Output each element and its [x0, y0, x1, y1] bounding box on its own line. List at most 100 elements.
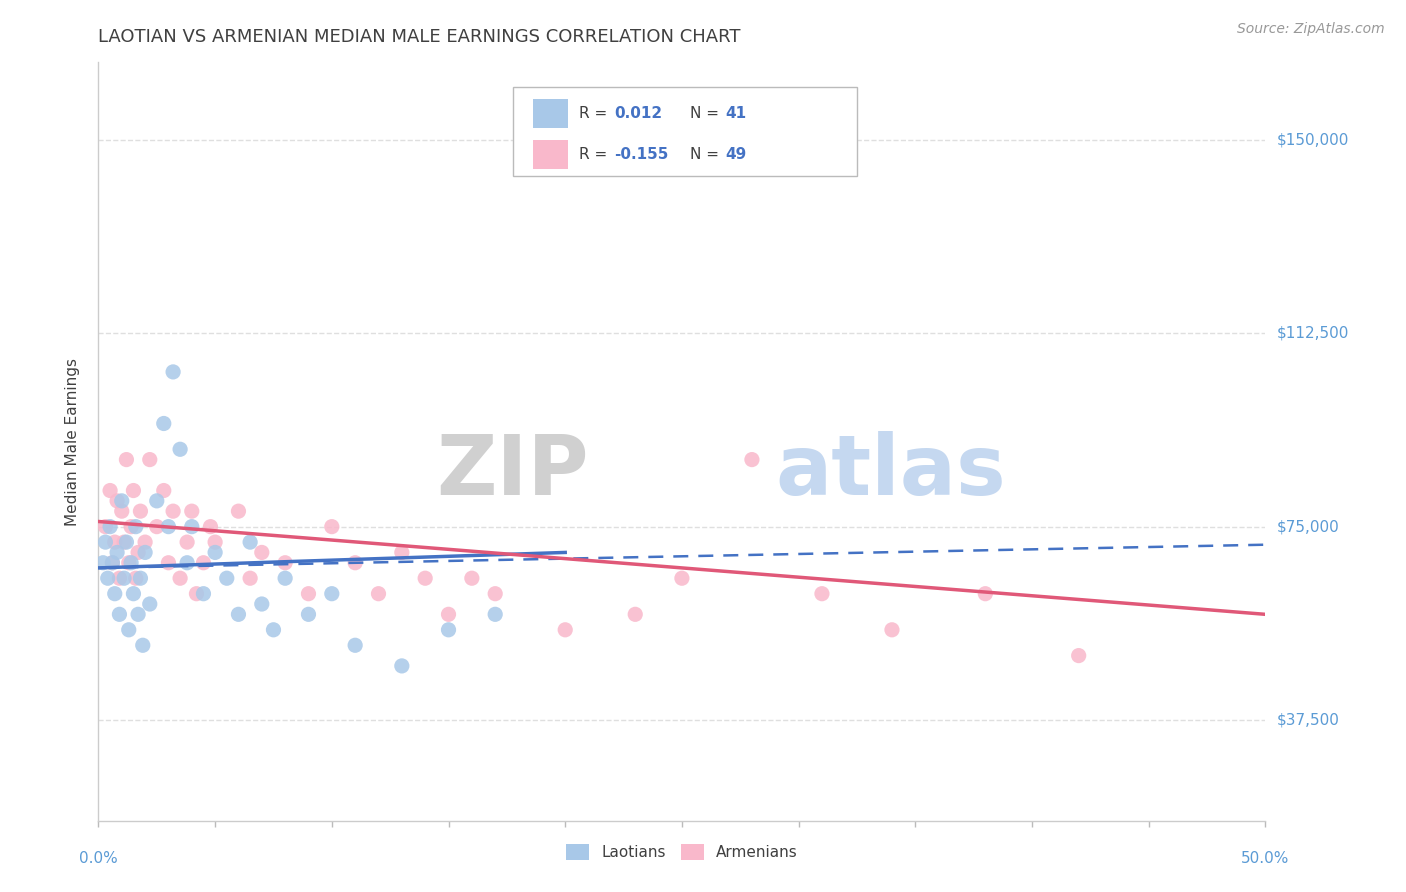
FancyBboxPatch shape [513, 87, 856, 177]
Point [134, 545, 156, 559]
Text: 0.0%: 0.0% [79, 851, 118, 866]
Point [112, 571, 135, 585]
Point [193, 556, 215, 570]
Point [250, 545, 273, 559]
Point [101, 556, 124, 570]
Point [215, 571, 238, 585]
Text: 49: 49 [725, 147, 747, 161]
Point [671, 571, 693, 585]
Point [344, 638, 367, 652]
Point [880, 623, 903, 637]
Point [139, 597, 162, 611]
Point [132, 638, 155, 652]
Point [118, 623, 141, 637]
Point [169, 442, 191, 457]
Point [180, 519, 202, 533]
Point [104, 587, 127, 601]
Point [146, 493, 169, 508]
Point [344, 556, 367, 570]
Point [297, 607, 319, 622]
Point [624, 607, 647, 622]
Point [120, 519, 142, 533]
Point [321, 519, 343, 533]
Point [104, 535, 127, 549]
Point [97, 571, 120, 585]
Point [297, 587, 319, 601]
Legend: Laotians, Armenians: Laotians, Armenians [560, 838, 804, 866]
Point [391, 545, 413, 559]
Point [437, 623, 460, 637]
Point [105, 493, 128, 508]
Point [169, 571, 191, 585]
Text: R =: R = [579, 147, 613, 161]
Point [129, 504, 152, 518]
Point [554, 623, 576, 637]
Point [228, 504, 250, 518]
Point [274, 571, 297, 585]
Point [250, 597, 273, 611]
Text: 0.012: 0.012 [614, 106, 662, 121]
Text: R =: R = [579, 106, 613, 121]
Point [122, 587, 145, 601]
Point [461, 571, 484, 585]
Point [94, 519, 117, 533]
Point [239, 535, 262, 549]
Point [157, 556, 180, 570]
Point [1067, 648, 1090, 663]
Point [98, 519, 121, 533]
Text: $75,000: $75,000 [1277, 519, 1340, 534]
Point [239, 571, 262, 585]
Text: $112,500: $112,500 [1277, 326, 1348, 341]
Point [262, 623, 284, 637]
Point [101, 556, 124, 570]
Point [413, 571, 436, 585]
Point [200, 519, 222, 533]
Point [204, 545, 226, 559]
Point [118, 556, 141, 570]
Point [94, 535, 117, 549]
Point [162, 365, 184, 379]
Point [391, 659, 413, 673]
Point [122, 483, 145, 498]
Point [437, 607, 460, 622]
Point [193, 587, 215, 601]
Point [152, 417, 174, 431]
Point [152, 483, 174, 498]
Text: ZIP: ZIP [436, 432, 589, 512]
Text: atlas: atlas [775, 432, 1007, 512]
Text: 41: 41 [725, 106, 747, 121]
Point [367, 587, 389, 601]
Point [125, 519, 148, 533]
Point [105, 545, 128, 559]
Point [274, 556, 297, 570]
Text: $37,500: $37,500 [1277, 713, 1340, 728]
Text: Source: ZipAtlas.com: Source: ZipAtlas.com [1237, 22, 1385, 37]
Point [321, 587, 343, 601]
Point [176, 556, 198, 570]
FancyBboxPatch shape [533, 140, 568, 169]
Point [204, 535, 226, 549]
Point [176, 535, 198, 549]
Point [139, 452, 162, 467]
Text: -0.155: -0.155 [614, 147, 669, 161]
Point [115, 452, 138, 467]
Text: 50.0%: 50.0% [1241, 851, 1289, 866]
Point [129, 571, 152, 585]
Point [974, 587, 997, 601]
Y-axis label: Median Male Earnings: Median Male Earnings [65, 358, 80, 525]
Point [91, 556, 114, 570]
Point [120, 556, 142, 570]
Text: N =: N = [690, 147, 724, 161]
Point [146, 519, 169, 533]
Point [186, 587, 208, 601]
Text: $150,000: $150,000 [1277, 132, 1348, 147]
Point [112, 535, 135, 549]
Text: N =: N = [690, 106, 724, 121]
Point [180, 504, 202, 518]
FancyBboxPatch shape [533, 99, 568, 128]
Point [484, 587, 506, 601]
Point [108, 571, 131, 585]
Point [98, 483, 121, 498]
Point [125, 571, 148, 585]
Point [484, 607, 506, 622]
